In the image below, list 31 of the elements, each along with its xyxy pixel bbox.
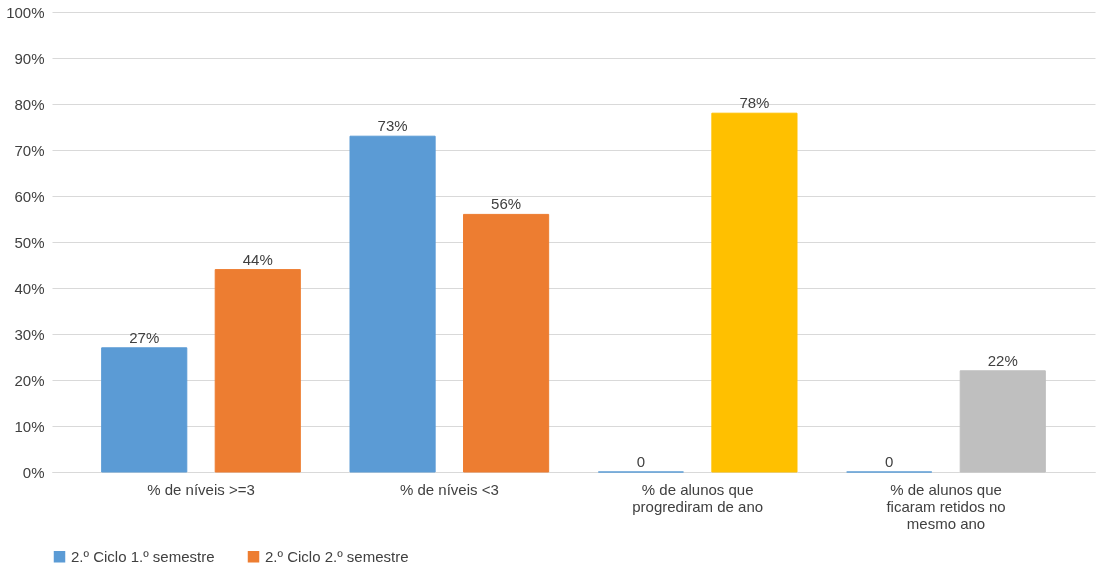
- y-tick-label: 70%: [14, 141, 45, 159]
- x-tick-label: % de alunos que progrediram de ano: [632, 480, 764, 515]
- data-label: 0: [885, 453, 894, 470]
- legend-label: 2.º Ciclo 2.º semestre: [265, 547, 409, 565]
- y-tick-label: 50%: [14, 233, 45, 251]
- bar: [349, 135, 436, 473]
- y-tick-label: 90%: [14, 49, 45, 67]
- y-tick-label: 100%: [6, 3, 45, 21]
- data-label: 78%: [739, 94, 770, 112]
- y-tick-label: 30%: [14, 325, 45, 343]
- x-tick-label: % de níveis >=3: [147, 480, 255, 498]
- y-tick-label: 0%: [22, 463, 45, 481]
- bar: [101, 347, 188, 473]
- data-label: 27%: [129, 328, 160, 346]
- x-tick-label: % de níveis <3: [399, 480, 499, 498]
- y-tick-label: 20%: [14, 371, 45, 389]
- data-label: 0: [636, 453, 646, 470]
- y-tick-label: 10%: [14, 417, 45, 435]
- y-tick-label: 60%: [14, 187, 45, 205]
- x-tick-label: % de alunos que ficaram retidos no mesmo ano: [886, 480, 1006, 532]
- y-tick-label: 40%: [14, 279, 45, 297]
- legend-label: 2.º Ciclo 1.º semestre: [71, 547, 215, 565]
- data-label: 44%: [242, 250, 273, 268]
- bar: [711, 112, 798, 473]
- data-label: 56%: [491, 195, 522, 213]
- bar: [214, 269, 301, 473]
- bar: [959, 370, 1046, 473]
- data-label: 22%: [987, 351, 1018, 369]
- bar: [463, 213, 550, 473]
- data-label: 73%: [377, 117, 408, 135]
- y-tick-label: 80%: [14, 95, 45, 113]
